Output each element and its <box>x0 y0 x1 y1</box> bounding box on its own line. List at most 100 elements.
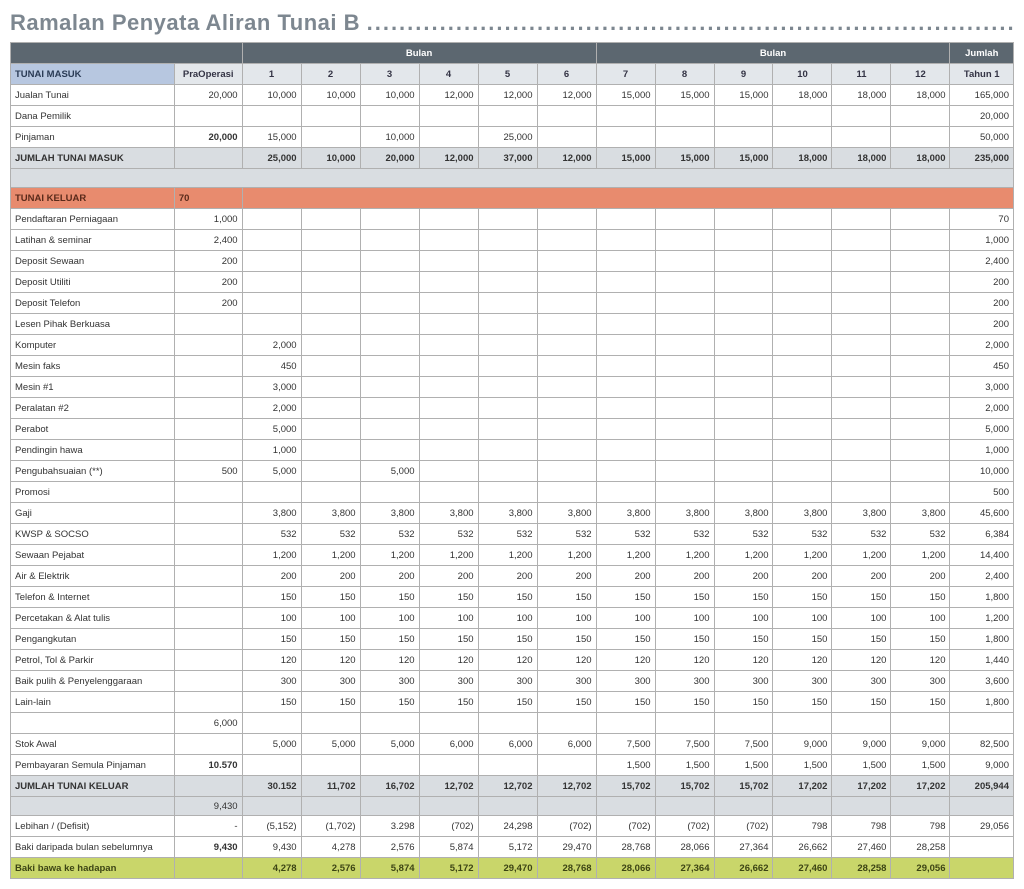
row-cell: 3,800 <box>714 503 773 524</box>
row-cell: 100 <box>242 608 301 629</box>
row-label: Mesin faks <box>11 356 175 377</box>
row-cell: 5,874 <box>419 837 478 858</box>
row-total: 1,800 <box>950 587 1014 608</box>
row-cell: 150 <box>478 692 537 713</box>
row-cell: 17,202 <box>773 776 832 797</box>
row-cell <box>537 127 596 148</box>
row-cell: 3,800 <box>832 503 891 524</box>
row-total: 200 <box>950 272 1014 293</box>
row-cell: 37,000 <box>478 148 537 169</box>
row-cell <box>655 356 714 377</box>
row-cell <box>832 419 891 440</box>
row-cell: 100 <box>655 608 714 629</box>
row-pre <box>174 734 242 755</box>
row-cell <box>478 230 537 251</box>
row-label: KWSP & SOCSO <box>11 524 175 545</box>
row-cell: 15,702 <box>596 776 655 797</box>
row-cell <box>773 461 832 482</box>
row-cell: 150 <box>655 587 714 608</box>
row-cell: 10,000 <box>301 85 360 106</box>
row-cell <box>242 209 301 230</box>
row-cell <box>360 713 419 734</box>
row-cell: 1,500 <box>832 755 891 776</box>
row-cell: 798 <box>773 816 832 837</box>
row-cell: 300 <box>832 671 891 692</box>
row-cell <box>832 106 891 127</box>
row-cell: 1,200 <box>301 545 360 566</box>
row-cell <box>655 314 714 335</box>
row-cell: 3,800 <box>537 503 596 524</box>
row-cell: 150 <box>537 692 596 713</box>
row-cell <box>537 335 596 356</box>
row-cell <box>419 106 478 127</box>
row-cell: 300 <box>360 671 419 692</box>
row-label: Deposit Telefon <box>11 293 175 314</box>
row-cell <box>655 293 714 314</box>
row-cell: 1,200 <box>242 545 301 566</box>
hdr-month-5: 5 <box>478 64 537 85</box>
row-cell: 15,000 <box>596 85 655 106</box>
row-cell: 2,000 <box>242 335 301 356</box>
row-cell: 5,000 <box>242 734 301 755</box>
row-cell: 200 <box>360 566 419 587</box>
row-cell <box>242 251 301 272</box>
row-total: 20,000 <box>950 106 1014 127</box>
row-cell <box>301 419 360 440</box>
row-cell: 10,000 <box>360 127 419 148</box>
row-cell: 120 <box>655 650 714 671</box>
row-cell: 532 <box>478 524 537 545</box>
row-cell <box>242 106 301 127</box>
row-cell <box>714 713 773 734</box>
row-total <box>950 858 1014 879</box>
row-cell <box>832 461 891 482</box>
row-cell <box>714 251 773 272</box>
hdr-month-7: 7 <box>596 64 655 85</box>
row-cell: 200 <box>301 566 360 587</box>
row-total: 3,600 <box>950 671 1014 692</box>
row-cell <box>714 419 773 440</box>
tbody-keluar-hdr: TUNAI KELUAR 70 <box>11 188 1014 209</box>
row-cell <box>419 230 478 251</box>
hdr-month-9: 9 <box>714 64 773 85</box>
row-total: 70 <box>950 209 1014 230</box>
row-label: Mesin #1 <box>11 377 175 398</box>
row-label: Perabot <box>11 419 175 440</box>
row-cell: 26,662 <box>773 837 832 858</box>
row-cell <box>714 230 773 251</box>
row-cell <box>419 440 478 461</box>
row-cell <box>891 461 950 482</box>
row-cell <box>596 106 655 127</box>
row-pre <box>174 377 242 398</box>
row-cell <box>832 440 891 461</box>
row-cell: 300 <box>891 671 950 692</box>
row-cell <box>360 230 419 251</box>
hdr-month-3: 3 <box>360 64 419 85</box>
row-total: 2,400 <box>950 566 1014 587</box>
row-pre <box>174 566 242 587</box>
row-cell <box>242 713 301 734</box>
row-cell: 7,500 <box>714 734 773 755</box>
row-cell <box>891 356 950 377</box>
row-cell <box>655 272 714 293</box>
row-cell: 5,172 <box>478 837 537 858</box>
row-cell <box>655 335 714 356</box>
row-cell: 100 <box>478 608 537 629</box>
row-cell: 25,000 <box>242 148 301 169</box>
row-cell <box>360 314 419 335</box>
row-cell <box>596 377 655 398</box>
row-cell <box>537 482 596 503</box>
row-cell <box>478 713 537 734</box>
row-cell: 120 <box>832 650 891 671</box>
row-cell <box>301 230 360 251</box>
row-cell: 9,000 <box>832 734 891 755</box>
row-label: Latihan & seminar <box>11 230 175 251</box>
gap-label <box>11 797 175 816</box>
row-cell: 120 <box>596 650 655 671</box>
row-pre <box>174 503 242 524</box>
row-cell <box>242 314 301 335</box>
row-cell: 12,000 <box>537 148 596 169</box>
row-cell: 27,460 <box>832 837 891 858</box>
row-cell: 3.298 <box>360 816 419 837</box>
hdr-keluar-span <box>242 188 1013 209</box>
row-cell: (702) <box>655 816 714 837</box>
